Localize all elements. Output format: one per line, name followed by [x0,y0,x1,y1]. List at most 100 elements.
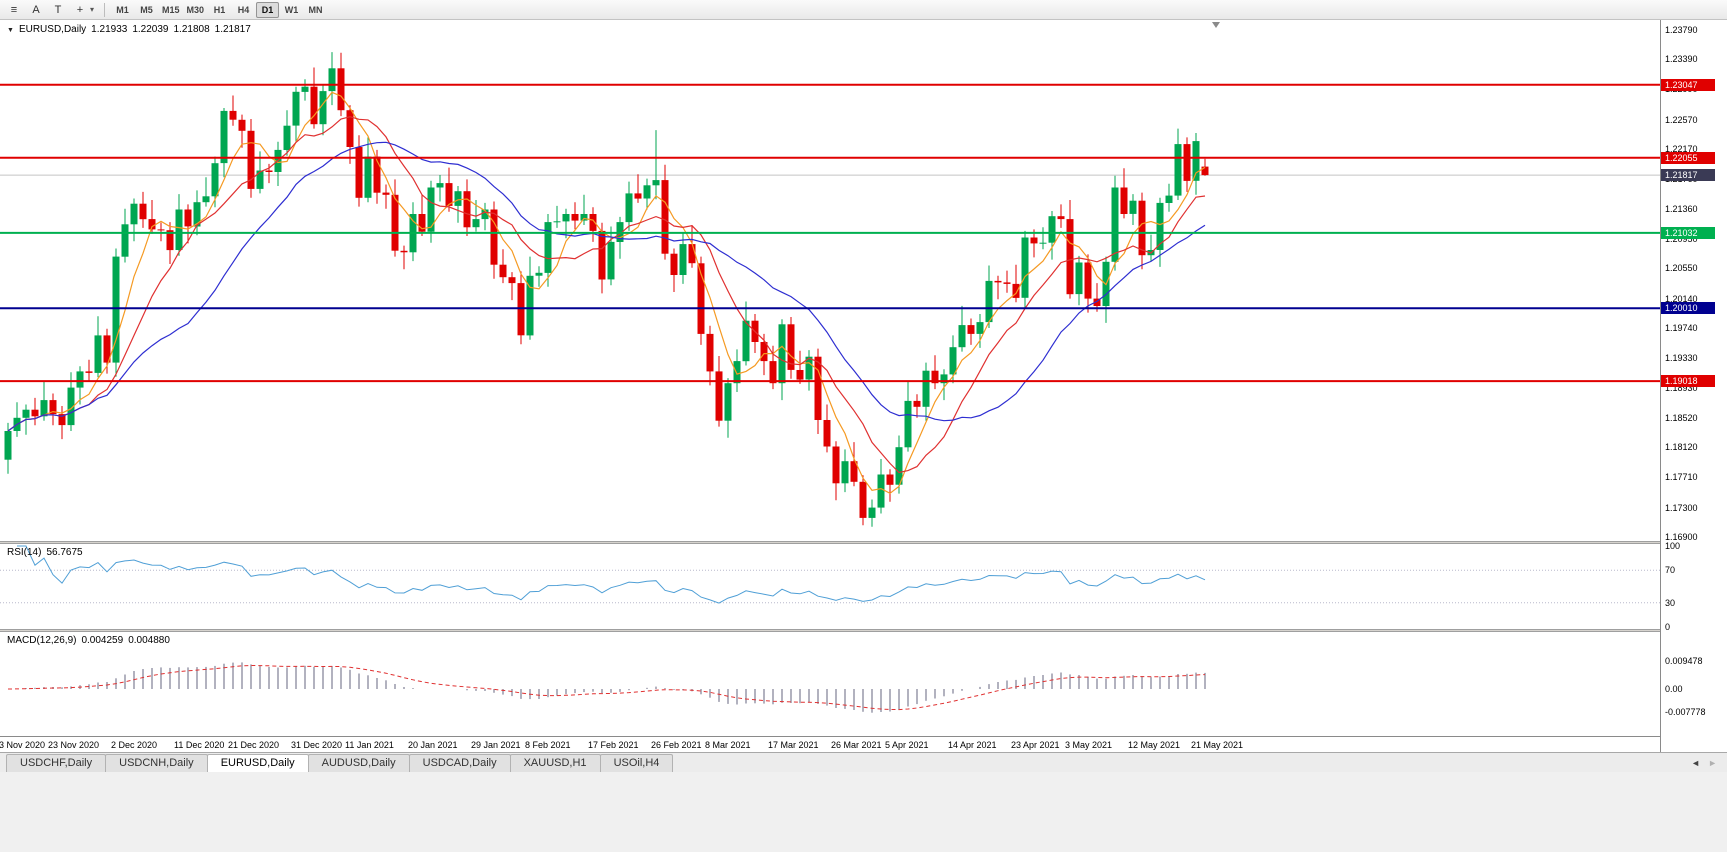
timeframe-m5-button[interactable]: M5 [140,4,153,15]
tabs-scroll-left-icon[interactable]: ◄ [1691,757,1701,768]
timeframe-m30-button[interactable]: M30 [186,4,205,15]
price-axis-label: 1.23790 [1665,25,1698,35]
timeframe-m1-button[interactable]: M1 [116,4,129,15]
chart-tabs: USDCHF,Daily USDCNH,Daily EURUSD,Daily AUDU… [6,754,674,772]
date-label: 11 Dec 2020 [174,740,225,750]
date-label: 21 Dec 2020 [228,740,280,750]
ma-line-21 [7,141,1206,432]
rsi-line [17,545,1206,604]
timeframe-mn-button[interactable]: MN [308,4,323,15]
timeframe-h1-button[interactable]: H1 [213,4,226,15]
price-chart[interactable] [0,20,1660,541]
level-price-badge: 1.19018 [1661,375,1715,387]
rsi-axis-label: 30 [1665,598,1676,608]
price-axis-label: 1.23390 [1665,54,1698,64]
chart-menu-icon[interactable]: ▼ [7,27,14,34]
level-price-badge: 1.21032 [1661,227,1715,239]
drawing-tools-group: ≡ A T + ▾ [4,2,98,18]
text-tool-icon[interactable]: T [54,3,62,16]
date-label: 26 Feb 2021 [651,740,702,750]
date-label: 3 May 2021 [1065,740,1113,750]
chart-toolbar: ≡ A T + ▾ M1 M5 M15 M30 H1 H4 D1 W1 MN [0,0,1727,20]
price-axis-label: 1.20950 [1665,234,1698,244]
macd-signal-line [7,664,1206,711]
pane-divider-macd[interactable] [0,629,1660,632]
tabs-scroll-arrows: ◄ ► [1691,753,1717,772]
date-label: 5 Apr 2021 [885,740,929,750]
price-axis-label: 1.22170 [1665,144,1698,154]
price-axis-label: 1.21360 [1665,204,1698,214]
price-axis-label: 1.17300 [1665,503,1698,513]
chart-tab-usdcnh[interactable]: USDCNH,Daily [105,754,208,772]
rsi-axis-label: 70 [1665,565,1676,575]
macd-main-value: 0.004259 [81,635,124,646]
rsi-panel-chart[interactable] [0,544,1660,629]
timeframe-d1-button[interactable]: D1 [256,1,280,18]
open-value: 1.21933 [91,24,128,35]
timeframe-h4-button[interactable]: H4 [237,4,250,15]
timeframe-buttons-group: M1 M5 M15 M30 H1 H4 D1 W1 MN [111,1,328,18]
rsi-header: RSI(14) 56.7675 [7,547,88,558]
crosshair-dropdown-icon[interactable]: ▾ [90,5,95,14]
date-label: 23 Apr 2021 [1011,740,1060,750]
price-axis-label: 1.18120 [1665,442,1698,452]
date-label: 26 Mar 2021 [831,740,882,750]
cursor-mode-icon[interactable]: A [32,3,40,16]
macd-axis-label: 0.009478 [1665,656,1703,666]
level-price-badge: 1.22055 [1661,152,1715,164]
rsi-value: 56.7675 [46,547,83,558]
rsi-axis-label: 0 [1665,622,1671,632]
ma-line-10 [7,116,1206,474]
date-label: 17 Mar 2021 [768,740,819,750]
price-axis-label: 1.17710 [1665,472,1698,482]
date-label: 29 Jan 2021 [471,740,521,750]
close-value: 1.21817 [214,24,251,35]
chart-tab-usoil[interactable]: USOil,H4 [599,754,674,772]
rsi-label: RSI(14) [7,547,42,558]
pane-divider-rsi[interactable] [0,541,1660,544]
date-label: 23 Nov 2020 [48,740,100,750]
chart-tab-eurusd[interactable]: EURUSD,Daily [206,754,309,772]
date-label: 14 Apr 2021 [948,740,997,750]
candles-layer [4,52,1209,527]
high-value: 1.22039 [132,24,169,35]
price-axis-label: 1.16900 [1665,532,1698,542]
date-label: 8 Mar 2021 [705,740,751,750]
price-axis-label: 1.19740 [1665,323,1698,333]
rsi-axis-label: 100 [1665,541,1681,551]
chart-tab-xauusd[interactable]: XAUUSD,H1 [509,754,601,772]
date-label: 8 Feb 2021 [525,740,571,750]
ma-line-5 [7,91,1206,495]
macd-histogram [25,662,1206,713]
price-axis-label: 1.18520 [1665,413,1698,423]
charts-list-icon[interactable]: ≡ [10,3,18,16]
macd-panel-chart[interactable] [0,632,1660,736]
date-label: 20 Jan 2021 [408,740,458,750]
chart-shift-marker-icon[interactable] [1212,22,1220,28]
low-value: 1.21808 [173,24,210,35]
bottom-area [0,772,1727,852]
price-axis[interactable]: 1.237901.233901.229901.225701.221701.217… [1660,20,1727,752]
date-label: 11 Jan 2021 [345,740,394,750]
chart-tab-usdchf[interactable]: USDCHF,Daily [6,754,107,772]
date-label: 12 May 2021 [1128,740,1181,750]
level-price-badge: 1.20010 [1661,302,1715,314]
symbol-label: EURUSD,Daily [18,24,87,35]
tabs-scroll-right-icon[interactable]: ► [1708,757,1717,768]
price-axis-label: 1.20550 [1665,263,1698,273]
date-label: 17 Feb 2021 [588,740,639,750]
date-label: 31 Dec 2020 [291,740,343,750]
timeframe-w1-button[interactable]: W1 [284,4,299,15]
price-axis-label: 1.19330 [1665,353,1698,363]
timeframe-m15-button[interactable]: M15 [162,4,180,15]
price-axis-label: 1.20140 [1665,294,1698,304]
toolbar-separator [104,2,106,17]
chart-tab-audusd[interactable]: AUDUSD,Daily [307,754,410,772]
crosshair-icon[interactable]: + [76,3,84,16]
macd-signal-value: 0.004880 [128,635,170,646]
chart-tab-usdcad[interactable]: USDCAD,Daily [408,754,511,772]
chart-tabs-bar: USDCHF,Daily USDCNH,Daily EURUSD,Daily AUDU… [0,752,1727,772]
price-axis-label: 1.18930 [1665,383,1698,393]
date-label: 21 May 2021 [1191,740,1244,750]
